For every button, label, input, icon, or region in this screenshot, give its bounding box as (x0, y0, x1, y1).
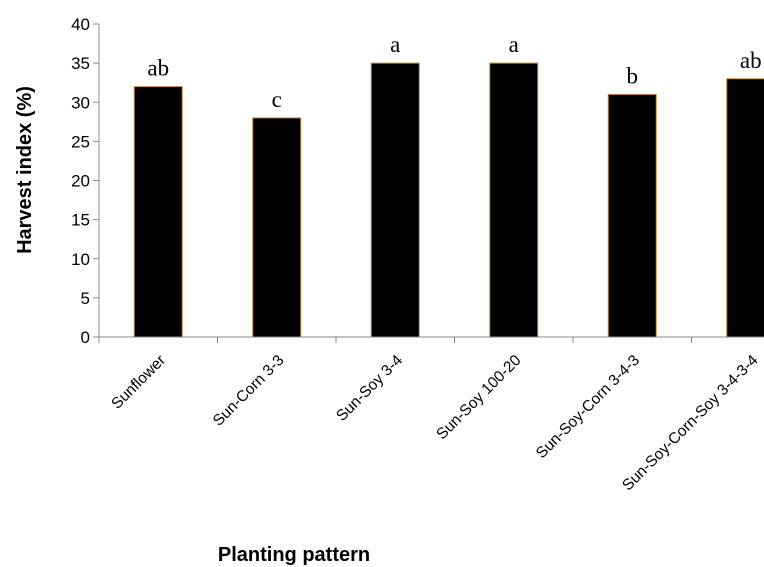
y-tick-label: 35 (71, 54, 90, 73)
y-tick-label: 40 (71, 15, 90, 34)
y-axis-title: Harvest index (%) (14, 86, 36, 254)
x-category-label: Sunflower (108, 352, 169, 413)
bar (133, 86, 183, 338)
x-axis-ticks (98, 337, 692, 343)
significance-letter: c (272, 87, 282, 112)
significance-letter: ab (740, 48, 762, 73)
x-category-label: Sun-Soy-Corn 3-4-3 (533, 352, 643, 462)
y-tick-label: 30 (71, 93, 90, 112)
significance-letter: a (390, 32, 400, 57)
bar (607, 93, 657, 338)
x-category-label: Sun-Corn 3-3 (210, 352, 288, 430)
y-tick-label: 10 (71, 250, 90, 269)
x-category-label: Sun-Soy 100-20 (433, 352, 524, 443)
y-tick-label: 0 (81, 328, 90, 347)
bars (133, 62, 764, 338)
y-tick-label: 5 (81, 289, 90, 308)
y-axis-ticks: 0 5 10 15 20 25 30 35 40 (71, 15, 99, 347)
y-tick-label: 25 (71, 132, 90, 151)
significance-letter: a (509, 32, 519, 57)
bar (489, 62, 539, 338)
significance-letter: b (627, 63, 639, 88)
significance-letter: ab (147, 56, 169, 81)
x-category-label: Sun-Soy 3-4 (333, 352, 406, 425)
x-category-label: Sun-Soy-Corn-Soy 3-4-3-4 (619, 352, 762, 495)
bar (726, 78, 764, 338)
x-axis-title: Planting pattern (218, 544, 370, 566)
y-tick-label: 15 (71, 211, 90, 230)
y-tick-label: 20 (71, 172, 90, 191)
bar (370, 62, 420, 338)
bar (252, 117, 302, 338)
x-axis-category-labels: Sunflower Sun-Corn 3-3 Sun-Soy 3-4 Sun-Soy … (108, 352, 762, 495)
